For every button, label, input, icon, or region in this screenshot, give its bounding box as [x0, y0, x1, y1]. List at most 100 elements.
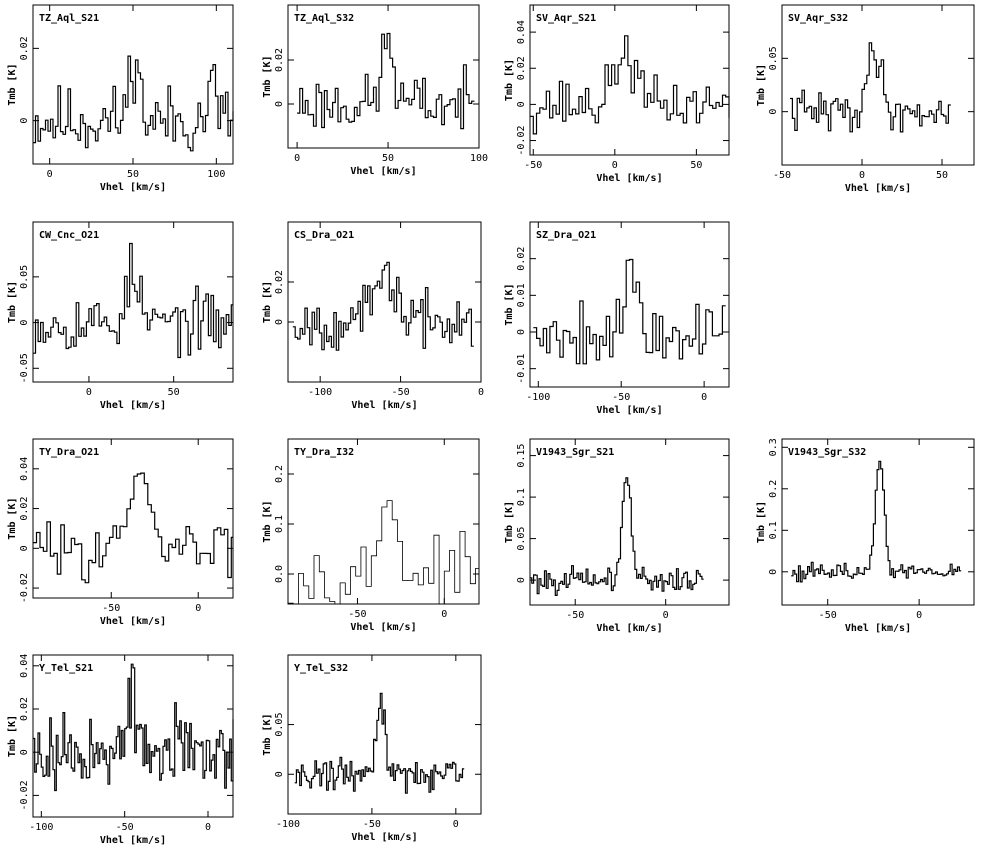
- y-tick-label: 0.02: [274, 270, 285, 294]
- y-tick-label: 0.1: [768, 521, 779, 539]
- y-tick-label: -0.02: [19, 573, 30, 603]
- y-axis-label: Tmb [K]: [504, 501, 515, 543]
- plot-frame: [287, 438, 480, 605]
- spectrum-title: TY_Dra_O21: [39, 447, 99, 458]
- spectrum-title: V1943_Sgr_S32: [788, 447, 866, 458]
- x-tick-label: -50: [102, 603, 120, 614]
- spectrum-panel: -50 0 0 0.05 0.1 0.15 Vhel [km/s] Tmb [K] V1943_…: [504, 438, 730, 634]
- x-axis-label: Vhel [km/s]: [351, 400, 417, 411]
- x-tick-label: 100: [207, 169, 225, 180]
- y-tick-label: 0: [516, 329, 527, 335]
- y-tick-label: 0: [274, 101, 285, 107]
- y-tick-label: 0: [516, 577, 527, 583]
- plot-frame: [529, 438, 730, 606]
- spectrum-panel: -100 -50 0 0 0.05 Vhel [km/s] Tmb [K] Y_Tel_S32: [262, 654, 482, 843]
- x-axis-label: Vhel [km/s]: [100, 400, 166, 411]
- x-tick-label: -50: [819, 610, 837, 621]
- spectrum-line: [533, 258, 726, 365]
- y-tick-label: 0.04: [19, 654, 30, 678]
- x-axis-label: Vhel [km/s]: [100, 616, 166, 627]
- y-tick-label: 0: [19, 320, 30, 326]
- y-tick-label: 0.0: [274, 565, 285, 583]
- x-tick-label: -50: [348, 609, 366, 620]
- plot-frame: [781, 4, 975, 166]
- y-axis-label: Tmb [K]: [756, 501, 767, 543]
- y-tick-label: -0.05: [19, 353, 30, 383]
- spectrum-title: TZ_Aql_S32: [294, 13, 354, 24]
- spectrum-panel: 0 50 100 0 0.02 Vhel [km/s] Tmb [K] TZ_Aql_S21: [7, 4, 234, 193]
- x-tick-label: -50: [612, 392, 630, 403]
- plot-frame: [32, 221, 234, 383]
- x-tick-label: 0: [453, 819, 459, 830]
- spectrum-line: [33, 242, 233, 359]
- x-tick-label: 0: [478, 387, 484, 398]
- y-tick-label: 0.02: [19, 36, 30, 60]
- spectrum-line: [33, 663, 234, 792]
- spectrum-panel: -50 0 0.0 0.1 0.2 Vhel [km/s] Tmb [K] TY_Dra_I3…: [262, 438, 480, 633]
- x-tick-label: -100: [276, 819, 300, 830]
- x-tick-label: 0: [86, 387, 92, 398]
- spectrum-title: TY_Dra_I32: [294, 447, 354, 458]
- y-tick-label: 0.3: [768, 438, 779, 456]
- spectrum-panel: -50 0 50 -0.02 0 0.02 0.04 Vhel [km/s] Tmb [K] SV…: [504, 4, 730, 184]
- x-tick-label: 0: [612, 160, 618, 171]
- x-tick-label: 50: [936, 170, 948, 181]
- x-tick-label: -100: [526, 392, 550, 403]
- y-tick-label: 0.04: [19, 457, 30, 481]
- y-tick-label: 0.04: [516, 20, 527, 44]
- spectrum-title: SV_Aqr_S21: [536, 13, 596, 24]
- y-tick-label: 0: [19, 749, 30, 755]
- x-axis-label: Vhel [km/s]: [845, 623, 911, 634]
- spectrum-panel: -100 -50 0 -0.02 0 0.02 0.04 Vhel [km/s] Tmb [K]…: [7, 654, 234, 846]
- x-tick-label: 0: [205, 822, 211, 833]
- y-tick-label: -0.02: [19, 780, 30, 810]
- x-tick-label: 0: [195, 603, 201, 614]
- x-tick-label: -50: [773, 170, 791, 181]
- y-tick-label: 0: [19, 545, 30, 551]
- x-tick-label: 50: [127, 169, 139, 180]
- x-tick-label: -50: [116, 822, 134, 833]
- x-axis-label: Vhel [km/s]: [845, 183, 911, 194]
- y-tick-label: 0.02: [274, 48, 285, 72]
- spectrum-line: [292, 261, 474, 351]
- y-tick-label: 0.05: [274, 713, 285, 737]
- spectrum-panel: -50 0 50 0 0.05 Vhel [km/s] Tmb [K] SV_Aqr_S32: [756, 4, 975, 194]
- y-tick-label: 0.05: [19, 265, 30, 289]
- x-axis-label: Vhel [km/s]: [351, 832, 417, 843]
- y-axis-label: Tmb [K]: [7, 497, 18, 539]
- spectrum-title: Y_Tel_S21: [39, 663, 93, 674]
- spectrum-line: [790, 42, 951, 133]
- x-tick-label: -50: [392, 387, 410, 398]
- y-axis-label: Tmb [K]: [7, 63, 18, 105]
- plot-frame: [781, 438, 975, 606]
- spectrum-panel: -50 0 -0.02 0 0.02 0.04 Vhel [km/s] Tmb [K] TY_D…: [7, 438, 234, 627]
- spectrum-line: [530, 35, 730, 135]
- y-tick-label: 0.1: [274, 515, 285, 533]
- y-tick-label: 0: [768, 569, 779, 575]
- plot-frame: [287, 221, 482, 383]
- spectrum-line: [33, 472, 233, 584]
- y-tick-label: 0.1: [516, 488, 527, 506]
- plot-frame: [529, 221, 730, 388]
- y-axis-label: Tmb [K]: [756, 64, 767, 106]
- y-axis-label: Tmb [K]: [504, 59, 515, 101]
- spectrum-panel: -100 -50 0 0 0.02 Vhel [km/s] Tmb [K] CS_Dra_O2…: [262, 221, 484, 411]
- x-tick-label: -50: [566, 610, 584, 621]
- x-tick-label: -50: [524, 160, 542, 171]
- spectrum-line: [33, 55, 234, 152]
- x-axis-label: Vhel [km/s]: [596, 173, 662, 184]
- y-tick-label: 0.02: [516, 247, 527, 271]
- y-axis-label: Tmb [K]: [262, 713, 273, 755]
- spectrum-panel: 0 50 100 0 0.02 Vhel [km/s] Tmb [K] TZ_Aql_S32: [262, 4, 488, 177]
- y-tick-label: 0.2: [768, 480, 779, 498]
- y-tick-label: 0: [274, 319, 285, 325]
- x-axis-label: Vhel [km/s]: [100, 835, 166, 846]
- x-tick-label: -50: [363, 819, 381, 830]
- x-tick-label: 100: [470, 153, 488, 164]
- x-tick-label: 0: [916, 610, 922, 621]
- y-tick-label: -0.01: [516, 354, 527, 384]
- x-tick-label: 0: [294, 153, 300, 164]
- y-tick-label: 0.02: [19, 697, 30, 721]
- x-tick-label: -100: [29, 822, 53, 833]
